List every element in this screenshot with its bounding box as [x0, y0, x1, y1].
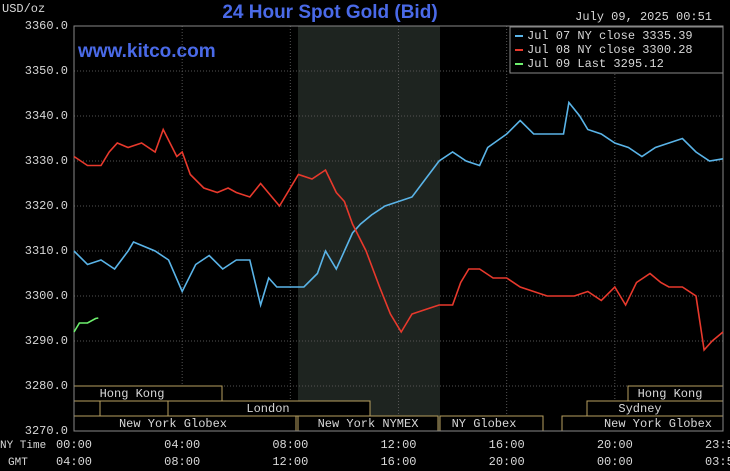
sessions: Hong Kong London New York Globex New Yor…: [73, 385, 724, 432]
session-label: New York NYMEX: [318, 417, 419, 431]
y-tick-label: 3320.0: [25, 199, 68, 213]
session-label: NY Globex: [452, 417, 517, 431]
x2-axis-label: GMT: [8, 457, 28, 469]
x2-tick-label: 00:00: [597, 455, 633, 469]
x-tick-label: 04:00: [164, 438, 200, 452]
y-tick-label: 3270.0: [25, 424, 68, 438]
legend-label: Jul 09 Last 3295.12: [527, 57, 664, 71]
price-line: [73, 127, 724, 352]
y-tick-label: 3280.0: [25, 379, 68, 393]
x2-tick-label: 20:00: [489, 455, 525, 469]
x2-tick-label: 08:00: [164, 455, 200, 469]
price-line: [73, 317, 99, 333]
y-tick-label: 3300.0: [25, 289, 68, 303]
session-label: Hong Kong: [100, 387, 165, 401]
y-tick-label: 3290.0: [25, 334, 68, 348]
timestamp: July 09, 2025 00:51: [575, 10, 712, 24]
session-label: Hong Kong: [638, 387, 703, 401]
y-tick-label: 3340.0: [25, 109, 68, 123]
x-axis-label: NY Time: [0, 440, 46, 452]
session-label: Sydney: [618, 402, 661, 416]
x2-tick-label: 03:59: [705, 455, 730, 469]
price-line: [73, 100, 724, 309]
x2-tick-label: 12:00: [272, 455, 308, 469]
y-tick-label: 3360.0: [25, 19, 68, 33]
x-tick-label: 23:59: [705, 438, 730, 452]
legend-box: [509, 26, 724, 74]
unit-label: USD/oz: [2, 2, 45, 16]
x-tick-label: 16:00: [489, 438, 525, 452]
legend-label: Jul 08 NY close 3300.28: [527, 43, 693, 57]
x2-tick-label: 16:00: [380, 455, 416, 469]
legend-label: Jul 07 NY close 3335.39: [527, 29, 693, 43]
y-tick-label: 3350.0: [25, 64, 68, 78]
session-label: New York Globex: [604, 417, 712, 431]
nymex-shade: [298, 26, 440, 431]
chart-title: 24 Hour Spot Gold (Bid): [222, 2, 437, 23]
x-tick-label: 00:00: [56, 438, 92, 452]
x-tick-label: 08:00: [272, 438, 308, 452]
plot-frame: [73, 25, 724, 432]
x2-tick-label: 04:00: [56, 455, 92, 469]
watermark: www.kitco.com: [77, 41, 216, 62]
session-label: London: [246, 402, 289, 416]
x-tick-label: 20:00: [597, 438, 633, 452]
session-box: [73, 400, 101, 417]
session-label: New York Globex: [119, 417, 227, 431]
y-tick-label: 3310.0: [25, 244, 68, 258]
x-tick-label: 12:00: [380, 438, 416, 452]
y-tick-label: 3330.0: [25, 154, 68, 168]
